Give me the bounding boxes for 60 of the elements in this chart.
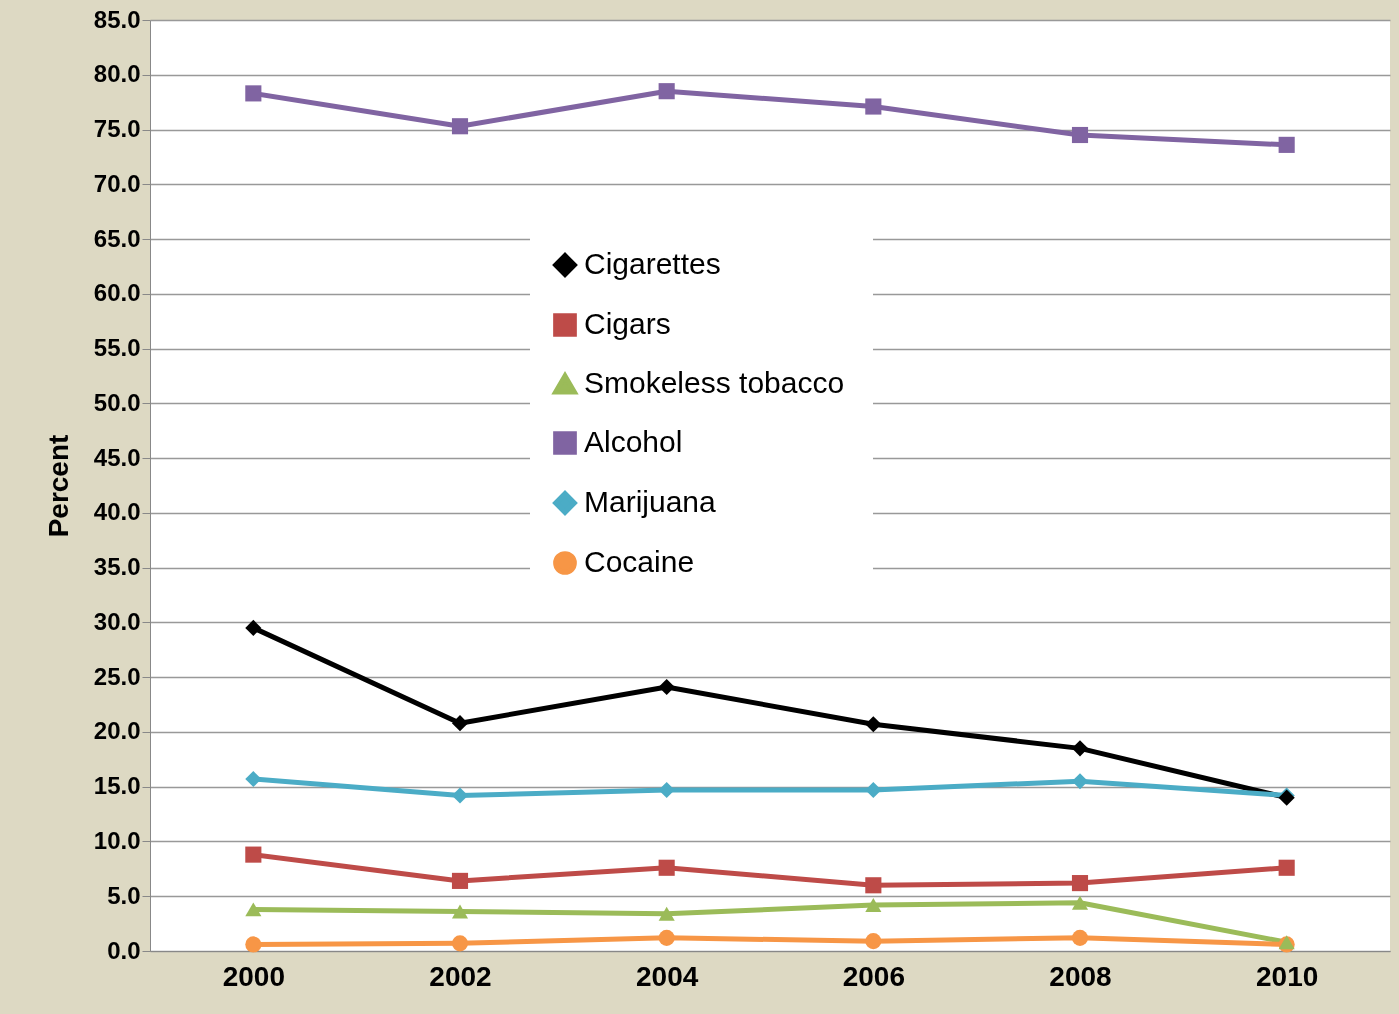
x-tick-label: 2004 <box>636 960 699 992</box>
point <box>865 781 882 799</box>
y-tick-label: 55.0 <box>93 334 141 362</box>
point <box>865 716 882 733</box>
y-tick-label: 15.0 <box>93 772 141 800</box>
legend-label: Cigarettes <box>584 247 721 280</box>
point <box>658 859 675 876</box>
point <box>658 678 675 696</box>
x-tick-label: 2008 <box>1049 960 1112 992</box>
y-tick-label: 45.0 <box>93 443 141 471</box>
x-tick-label: 2010 <box>1256 960 1319 992</box>
point <box>865 933 882 950</box>
point <box>1071 929 1089 946</box>
point <box>451 904 469 919</box>
y-tick-label: 70.0 <box>93 169 141 197</box>
point <box>245 85 262 102</box>
point <box>1071 895 1089 910</box>
y-tick-label: 60.0 <box>93 279 141 307</box>
y-tick-label: 20.0 <box>93 717 141 745</box>
y-tick-label: 5.0 <box>107 881 141 909</box>
x-tick-label: 2002 <box>429 960 492 992</box>
point <box>865 98 882 115</box>
point <box>658 83 675 100</box>
point <box>1071 740 1089 757</box>
point <box>1278 136 1295 153</box>
y-tick-label: 65.0 <box>93 224 141 252</box>
point <box>658 906 675 921</box>
point <box>658 929 675 946</box>
point <box>245 902 262 917</box>
y-tick-label: 40.0 <box>93 498 141 526</box>
y-tick-label: 50.0 <box>93 388 141 416</box>
legend-label: Cigars <box>584 307 671 340</box>
point <box>245 846 262 863</box>
point <box>245 770 262 788</box>
point <box>245 936 262 953</box>
y-tick-label: 10.0 <box>93 826 141 854</box>
y-tick-label: 0.0 <box>107 936 141 964</box>
y-tick-label: 25.0 <box>93 662 141 690</box>
legend-label: Smokeless tobacco <box>584 366 845 399</box>
legend-label: Marijuana <box>584 485 717 518</box>
point <box>1071 875 1089 892</box>
point <box>451 118 469 135</box>
point <box>1071 126 1089 144</box>
legend-label: Cocaine <box>584 545 695 578</box>
x-tick-label: 2006 <box>842 960 905 992</box>
y-tick-label: 85.0 <box>93 5 141 33</box>
y-tick-label: 80.0 <box>93 60 141 88</box>
point <box>865 898 882 912</box>
point <box>245 619 262 636</box>
point <box>865 877 882 894</box>
legend-label: Alcohol <box>584 425 683 458</box>
x-tick-label: 2000 <box>222 960 285 992</box>
y-tick-label: 75.0 <box>93 115 141 143</box>
point <box>1278 859 1295 876</box>
point <box>451 715 469 732</box>
y-tick-label: 35.0 <box>93 553 141 581</box>
y-axis-title: Percent <box>42 434 74 538</box>
y-tick-label: 30.0 <box>93 607 141 635</box>
point <box>451 935 469 952</box>
point <box>451 872 469 889</box>
